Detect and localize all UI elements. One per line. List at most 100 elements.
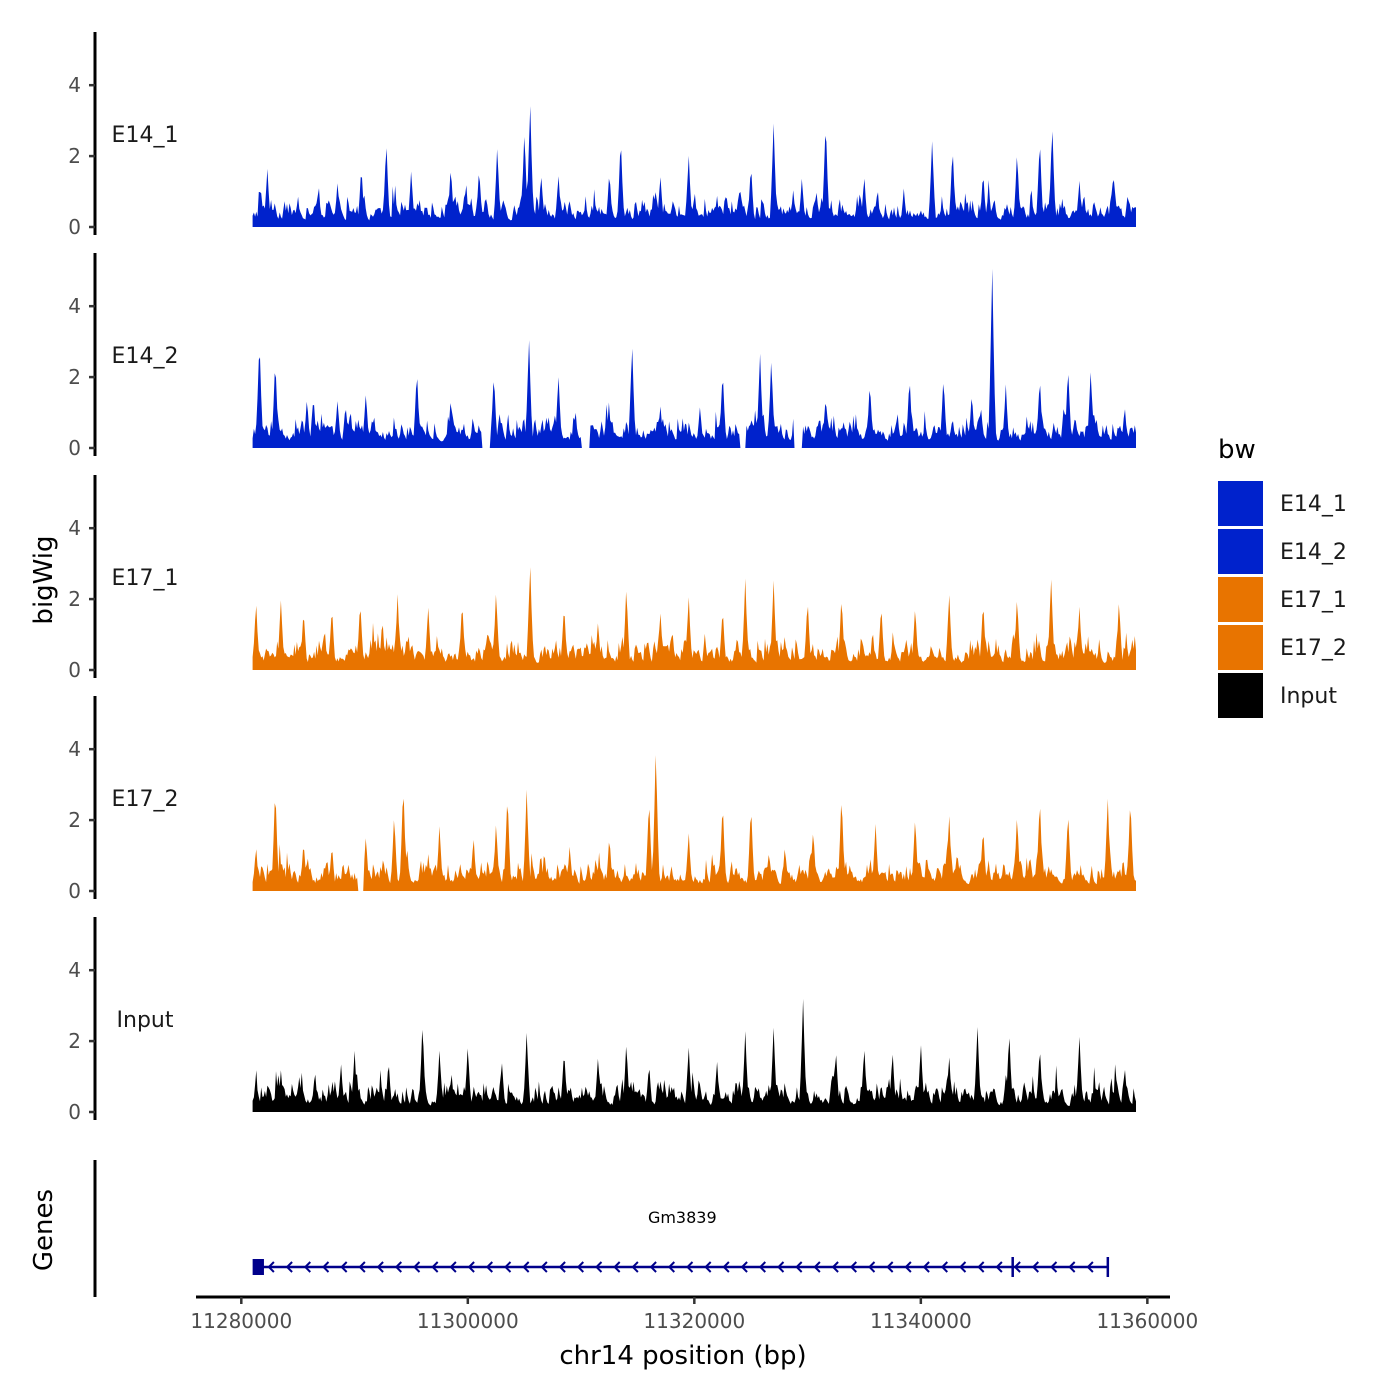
track-label: E14_2 [112,344,179,369]
strand-arrow [631,1261,639,1273]
signal-area-E14_2 [252,268,1137,448]
strand-arrow [340,1261,348,1273]
strand-arrow [449,1261,457,1273]
strand-arrow [540,1261,548,1273]
strand-arrow [977,1261,985,1273]
strand-arrow [267,1261,275,1273]
legend-label: E17_2 [1280,636,1347,661]
strand-arrow [849,1261,858,1273]
gene-track: Gm3839 [93,1160,1110,1297]
genes-axis-title: Genes [29,1189,59,1271]
signal-area-Input [252,998,1137,1112]
legend-label: E14_2 [1280,540,1347,565]
strand-arrow [649,1261,657,1273]
legend-swatch [1218,577,1263,622]
signal-area-E14_1 [252,106,1137,227]
strand-arrow [868,1261,876,1273]
strand-arrow [740,1261,748,1273]
x-tick-label: 11360000 [1096,1309,1198,1333]
track-label: E17_1 [112,566,179,591]
strand-arrow [485,1261,494,1273]
legend-label: Input [1280,684,1337,709]
strand-arrow [795,1261,803,1273]
y-tick-label: 2 [68,1029,81,1053]
y-tick-label: 2 [68,808,81,832]
gene-exon [252,1259,264,1275]
track-E17_1: 0 2 4 E17_1 [68,475,1137,682]
y-axis-title: bigWig [29,535,59,624]
y-tick-label: 4 [68,73,81,97]
strand-arrow [886,1261,894,1273]
y-tick-label: 0 [68,658,81,682]
x-tick-label: 11300000 [417,1309,519,1333]
track-label: E14_1 [112,123,179,148]
strand-arrow [831,1261,839,1273]
legend-title: bw [1218,435,1256,465]
y-tick-label: 0 [68,1100,81,1124]
strand-arrow [285,1261,293,1273]
legend-label: E14_1 [1280,492,1347,517]
strand-arrow [613,1261,621,1273]
strand-arrow [1068,1261,1076,1273]
bigwig-tracks: 0 2 4 E14_1 0 2 4 E14_2 0 2 4 E17_1 0 2 4 E17_2 0 2 4 Input [68,32,1137,1124]
y-tick-label: 4 [68,737,81,761]
strand-arrow [558,1261,566,1273]
legend-swatch [1218,529,1263,574]
track-E14_2: 0 2 4 E14_2 [68,253,1137,460]
strand-arrow [394,1261,403,1273]
strand-arrow [904,1261,912,1273]
y-tick-label: 4 [68,958,81,982]
y-tick-label: 4 [68,294,81,318]
strand-arrow [777,1261,785,1273]
legend-label: E17_1 [1280,588,1347,613]
legend-swatch [1218,481,1263,526]
strand-arrow [303,1261,312,1273]
strand-arrow [758,1261,767,1273]
track-E17_2: 0 2 4 E17_2 [68,696,1137,903]
strand-arrow [376,1261,384,1273]
strand-arrow [922,1261,930,1273]
signal-area-E17_1 [252,567,1137,670]
track-Input: 0 2 4 Input [68,917,1137,1124]
strand-arrow [522,1261,530,1273]
strand-arrow [813,1261,821,1273]
x-axis: 11280000 11300000 11320000 11340000 11360000 [190,1295,1198,1333]
strand-arrow [1013,1261,1021,1273]
strand-arrow [595,1261,603,1273]
strand-arrow [722,1261,730,1273]
strand-arrow [940,1261,949,1273]
signal-area-E17_2 [252,755,1137,891]
strand-arrow [413,1261,421,1273]
strand-arrow [576,1261,585,1273]
strand-arrow [431,1261,439,1273]
strand-arrow [686,1261,694,1273]
y-tick-label: 0 [68,215,81,239]
legend-swatch [1218,673,1263,718]
strand-arrow [1086,1261,1094,1273]
strand-arrow [358,1261,366,1273]
strand-arrow [667,1261,676,1273]
x-tick-label: 11320000 [643,1309,745,1333]
gene-name-label: Gm3839 [648,1208,717,1227]
y-tick-label: 2 [68,587,81,611]
track-label: E17_2 [112,787,179,812]
gene-exon [1106,1257,1110,1277]
legend-swatch [1218,625,1263,670]
strand-arrow [1031,1261,1040,1273]
strand-arrow [704,1261,712,1273]
strand-arrow [995,1261,1003,1273]
track-E14_1: 0 2 4 E14_1 [68,32,1137,239]
x-tick-label: 11280000 [190,1309,292,1333]
y-tick-label: 2 [68,144,81,168]
gene-exon [1011,1257,1014,1277]
strand-arrow [322,1261,330,1273]
y-tick-label: 4 [68,516,81,540]
strand-arrow [959,1261,967,1273]
x-axis-title: chr14 position (bp) [559,1341,806,1371]
strand-arrow [1050,1261,1058,1273]
y-tick-label: 0 [68,436,81,460]
strand-arrow [467,1261,475,1273]
x-tick-label: 11340000 [870,1309,972,1333]
track-label: Input [117,1008,174,1033]
